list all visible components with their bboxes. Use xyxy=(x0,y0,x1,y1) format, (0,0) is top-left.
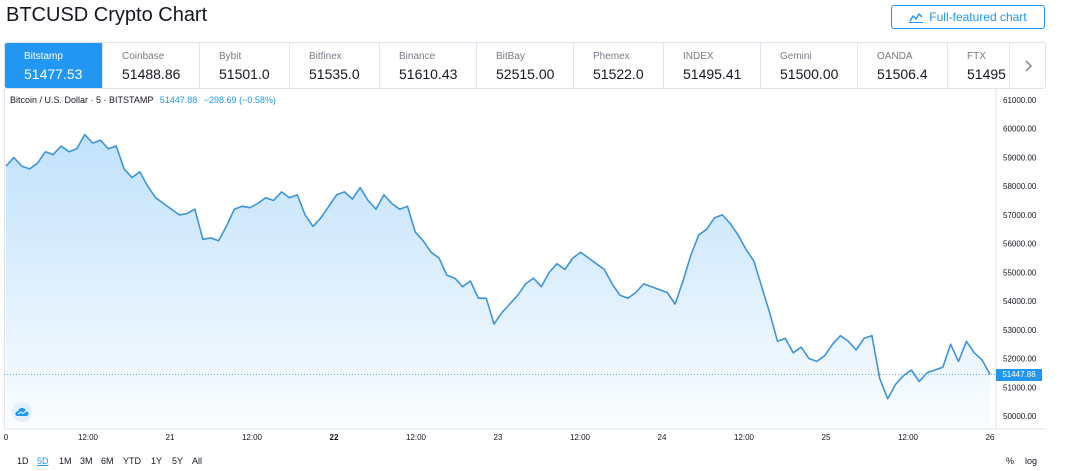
range-6m[interactable]: 6M xyxy=(101,456,114,466)
x-tick-label: 22 xyxy=(330,433,339,442)
tab-name: BitBay xyxy=(496,51,525,62)
range-1y[interactable]: 1Y xyxy=(151,456,163,466)
tab-ftx[interactable]: FTX 51495 xyxy=(948,43,1010,88)
tab-name: Bybit xyxy=(219,51,242,62)
full-featured-chart-label: Full-featured chart xyxy=(929,10,1027,24)
x-tick-label: 12:00 xyxy=(898,433,919,442)
exchange-tabs: Bitstamp 51477.53 Coinbase 51488.86 Bybi… xyxy=(4,42,1046,89)
range-1m[interactable]: 1M xyxy=(59,456,72,466)
tab-price: 51488.86 xyxy=(122,66,181,82)
x-tick-label: 12:00 xyxy=(570,433,591,442)
x-tick-label: 12:00 xyxy=(406,433,427,442)
x-tick-label: 12:00 xyxy=(734,433,755,442)
legend-last: 51447.88 xyxy=(159,95,198,105)
x-tick-label: 21 xyxy=(166,433,175,442)
tab-phemex[interactable]: Phemex 51522.0 xyxy=(574,43,664,88)
tab-price: 51610.43 xyxy=(399,66,458,82)
tab-price: 51506.4 xyxy=(877,66,928,82)
tab-gemini[interactable]: Gemini 51500.00 xyxy=(761,43,858,88)
tabs-next-button[interactable] xyxy=(1010,43,1045,88)
range-all[interactable]: All xyxy=(192,456,203,466)
tab-price: 51495 xyxy=(967,66,1006,82)
tab-name: Gemini xyxy=(780,51,812,62)
tab-price: 51501.0 xyxy=(219,66,270,82)
tab-price: 51535.0 xyxy=(309,66,360,82)
tab-price: 51500.00 xyxy=(780,66,839,82)
range-5y[interactable]: 5Y xyxy=(172,456,184,466)
page-title: BTCUSD Crypto Chart xyxy=(6,4,208,26)
tab-price: 51522.0 xyxy=(593,66,644,82)
tab-price: 51495.41 xyxy=(683,66,742,82)
tab-binance[interactable]: Binance 51610.43 xyxy=(380,43,477,88)
range-5d[interactable]: 5D xyxy=(37,456,49,466)
last-price-tag: 51447.88 xyxy=(996,369,1042,381)
tab-price: 51477.53 xyxy=(24,66,83,82)
bottom-toolbar: 1D 5D 1M 3M 6M YTD 1Y 5Y All % log xyxy=(0,453,1070,471)
tab-name: Binance xyxy=(399,51,436,62)
full-featured-chart-button[interactable]: Full-featured chart xyxy=(891,5,1045,29)
percent-toggle[interactable]: % xyxy=(1006,456,1015,466)
tab-name: INDEX xyxy=(683,51,714,62)
tab-name: OANDA xyxy=(877,51,913,62)
tradingview-logo[interactable] xyxy=(12,402,32,422)
x-tick-label: 24 xyxy=(658,433,667,442)
x-tick-label: 12:00 xyxy=(78,433,99,442)
range-ytd[interactable]: YTD xyxy=(123,456,141,466)
chart-icon xyxy=(909,12,924,23)
log-toggle[interactable]: log xyxy=(1025,456,1038,466)
x-tick-label: 26 xyxy=(986,433,995,442)
chevron-right-icon xyxy=(1025,60,1032,71)
range-3m[interactable]: 3M xyxy=(80,456,93,466)
tab-index[interactable]: INDEX 51495.41 xyxy=(664,43,761,88)
chart-legend: Bitcoin / U.S. Dollar · 5 · BITSTAMP 514… xyxy=(10,95,276,105)
tab-oanda[interactable]: OANDA 51506.4 xyxy=(858,43,948,88)
tab-name: FTX xyxy=(967,51,986,62)
tab-name: Phemex xyxy=(593,51,630,62)
chart-area[interactable] xyxy=(4,89,1046,429)
cloud-icon xyxy=(15,408,29,416)
x-tick-label: 23 xyxy=(494,433,503,442)
range-1d[interactable]: 1D xyxy=(17,456,29,466)
tab-name: Bitfinex xyxy=(309,51,342,62)
tab-coinbase[interactable]: Coinbase 51488.86 xyxy=(103,43,200,88)
x-tick-label: 12:00 xyxy=(242,433,263,442)
tab-bitstamp[interactable]: Bitstamp 51477.53 xyxy=(5,43,103,88)
tab-name: Bitstamp xyxy=(24,51,63,62)
tab-price: 52515.00 xyxy=(496,66,555,82)
tab-name: Coinbase xyxy=(122,51,165,62)
legend-symbol: Bitcoin / U.S. Dollar · 5 · BITSTAMP xyxy=(10,95,154,105)
legend-change: −298.69 (−0.58%) xyxy=(203,95,276,105)
tab-bitfinex[interactable]: Bitfinex 51535.0 xyxy=(290,43,380,88)
x-tick-label: 25 xyxy=(822,433,831,442)
tab-bybit[interactable]: Bybit 51501.0 xyxy=(200,43,290,88)
tab-bitbay[interactable]: BitBay 52515.00 xyxy=(477,43,574,88)
x-tick-label: 0 xyxy=(4,433,9,442)
